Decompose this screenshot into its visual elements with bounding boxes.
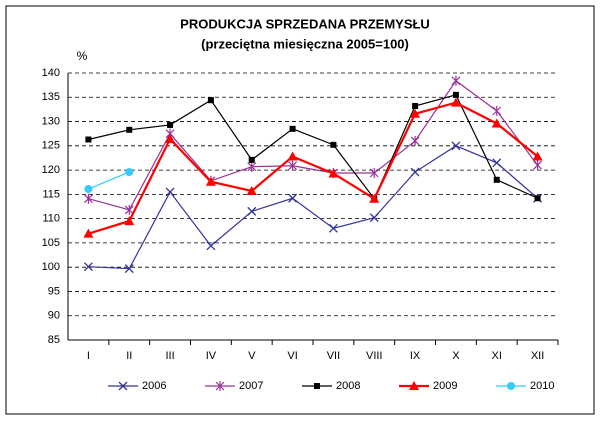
legend-label: 2010 (530, 380, 554, 392)
marker (533, 160, 543, 171)
x-tick-label: II (126, 350, 132, 362)
marker (83, 193, 93, 204)
marker (124, 204, 134, 215)
marker (410, 108, 421, 118)
marker (83, 228, 94, 238)
x-tick-label: VII (327, 350, 340, 362)
marker (452, 91, 459, 98)
x-tick-label: IV (206, 350, 217, 362)
marker (84, 185, 93, 194)
chart-title: PRODUKCJA SPRZEDANA PRZEMYSŁU (180, 16, 430, 31)
marker (507, 382, 515, 390)
marker (207, 97, 214, 104)
marker (288, 193, 298, 203)
x-tick-label: VI (287, 350, 297, 362)
y-tick-label: 110 (42, 213, 60, 225)
legend-label: 2007 (239, 380, 263, 392)
legend-label: 2008 (336, 380, 360, 392)
y-tick-label: 130 (42, 115, 60, 127)
y-tick-label: 105 (42, 237, 60, 249)
marker (85, 136, 92, 143)
marker (205, 176, 216, 186)
chart-subtitle: (przeciętna miesięczna 2005=100) (201, 36, 409, 51)
marker (124, 216, 135, 226)
marker (125, 168, 134, 177)
marker (328, 223, 338, 233)
y-axis-label: % (77, 49, 88, 63)
marker (492, 158, 502, 168)
series-line (88, 101, 539, 235)
marker (289, 125, 296, 132)
marker (451, 75, 461, 86)
x-tick-label: III (165, 350, 174, 362)
marker (412, 103, 419, 110)
x-tick-label: V (248, 350, 256, 362)
marker (532, 151, 543, 161)
marker (247, 206, 257, 216)
marker (118, 381, 128, 391)
series-line (88, 171, 130, 190)
marker (215, 381, 225, 391)
marker (126, 126, 133, 133)
series-line (88, 145, 538, 270)
y-tick-label: 140 (42, 67, 60, 79)
y-tick-label: 90 (48, 310, 60, 322)
marker (287, 151, 298, 161)
marker (410, 135, 420, 146)
marker (206, 241, 216, 251)
legend-label: 2009 (433, 380, 457, 392)
y-tick-label: 115 (42, 188, 60, 200)
series-line (88, 94, 538, 200)
marker (492, 105, 502, 116)
y-tick-label: 85 (48, 334, 60, 346)
marker (124, 264, 134, 274)
y-tick-label: 95 (48, 285, 60, 297)
marker (328, 168, 339, 178)
marker (247, 161, 257, 172)
y-tick-label: 135 (42, 91, 60, 103)
marker (248, 156, 255, 163)
marker (410, 167, 420, 177)
marker (165, 187, 175, 197)
y-tick-label: 120 (42, 164, 60, 176)
x-tick-label: I (87, 350, 90, 362)
series-line (88, 79, 539, 211)
frame (5, 5, 595, 415)
marker (369, 213, 379, 223)
x-tick-label: VIII (366, 350, 383, 362)
y-tick-label: 125 (42, 140, 60, 152)
marker (409, 381, 419, 390)
marker (330, 141, 337, 148)
marker (288, 160, 298, 171)
marker (369, 193, 380, 203)
legend-label: 2006 (142, 380, 166, 392)
marker (451, 141, 461, 151)
marker (369, 168, 379, 179)
marker (246, 185, 257, 195)
x-tick-label: XII (531, 350, 544, 362)
x-tick-label: IX (410, 350, 421, 362)
marker (534, 195, 541, 202)
marker (167, 121, 174, 128)
x-tick-label: XI (492, 350, 502, 362)
y-tick-label: 100 (42, 261, 60, 273)
marker (314, 383, 320, 389)
marker (165, 134, 176, 144)
x-tick-label: X (452, 350, 460, 362)
marker (450, 97, 461, 107)
marker (491, 118, 502, 128)
marker (83, 262, 93, 272)
marker (493, 176, 500, 183)
